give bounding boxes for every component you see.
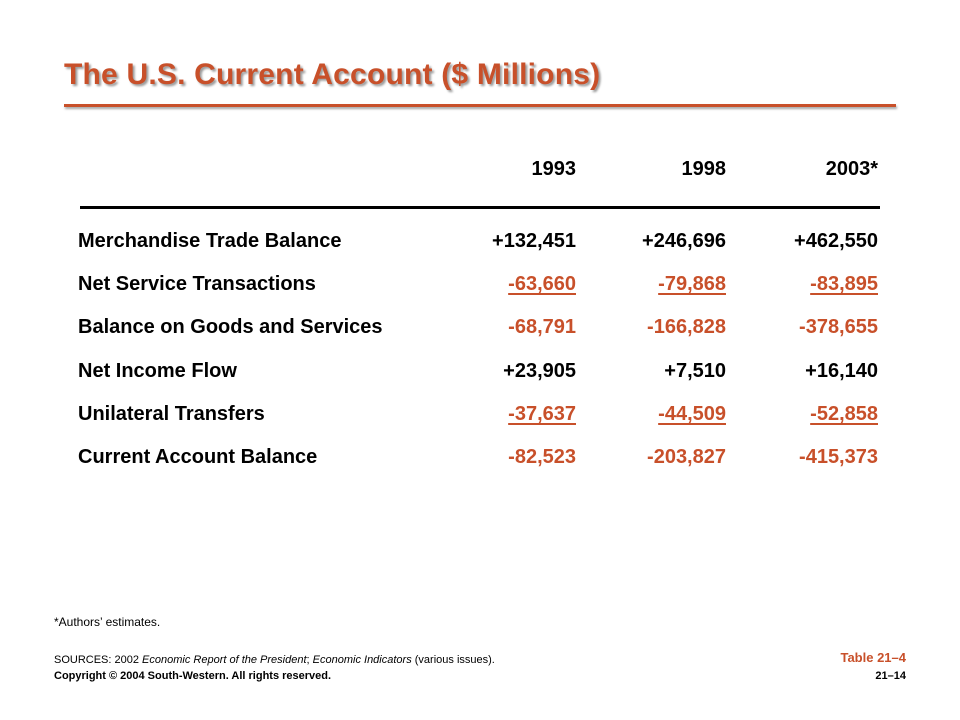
sources-suffix: (various issues). [411,654,495,666]
row-value-1998: -166,828 [647,316,726,338]
sources-line: SOURCES: 2002 Economic Report of the Pre… [54,654,495,666]
row-label: Net Income Flow [78,360,237,382]
row-value-2003: +16,140 [805,360,878,382]
row-value-1998: +246,696 [642,230,726,252]
sources-title-1: Economic Report of the President [142,654,307,666]
row-label: Merchandise Trade Balance [78,230,342,252]
table-row-unilateral-transfers: Unilateral Transfers -37,637 -44,509 -52… [0,403,960,433]
row-value-2003: -52,858 [810,403,878,425]
row-value-1993: -63,660 [508,273,576,295]
page-number: 21–14 [875,670,906,682]
row-value-1993: +23,905 [503,360,576,382]
row-label: Unilateral Transfers [78,403,265,425]
column-header-1998: 1998 [681,158,727,180]
row-value-1993: -37,637 [508,403,576,425]
header-divider [80,206,880,209]
table-row-current-account-balance: Current Account Balance -82,523 -203,827… [0,446,960,476]
sources-separator: ; [306,654,313,666]
row-value-2003: +462,550 [794,230,878,252]
row-value-2003: -415,373 [799,446,878,468]
footnote: *Authors’ estimates. [54,615,161,629]
row-value-1998: -44,509 [658,403,726,425]
table-row-net-service-transactions: Net Service Transactions -63,660 -79,868… [0,273,960,303]
row-value-2003: -83,895 [810,273,878,295]
row-value-1998: -203,827 [647,446,726,468]
table-row-net-income-flow: Net Income Flow +23,905 +7,510 +16,140 [0,360,960,390]
row-label: Current Account Balance [78,446,318,468]
row-value-1993: -68,791 [508,316,576,338]
row-value-1993: +132,451 [492,230,576,252]
sources-prefix: SOURCES: 2002 [54,654,143,666]
row-label: Balance on Goods and Services [78,316,383,338]
copyright-notice: Copyright © 2004 South-Western. All righ… [54,670,332,682]
row-value-1993: -82,523 [508,446,576,468]
row-value-1998: -79,868 [658,273,726,295]
column-header-2003: 2003* [825,158,878,180]
row-value-1998: +7,510 [664,360,726,382]
title-underline [64,104,896,107]
table-row-balance-goods-services: Balance on Goods and Services -68,791 -1… [0,316,960,346]
table-reference: Table 21–4 [840,650,906,665]
row-value-2003: -378,655 [799,316,878,338]
slide-title: The U.S. Current Account ($ Millions) [64,58,601,91]
column-header-1993: 1993 [531,158,577,180]
table-row-merchandise-trade-balance: Merchandise Trade Balance +132,451 +246,… [0,230,960,260]
sources-title-2: Economic Indicators [312,654,412,666]
row-label: Net Service Transactions [78,273,316,295]
